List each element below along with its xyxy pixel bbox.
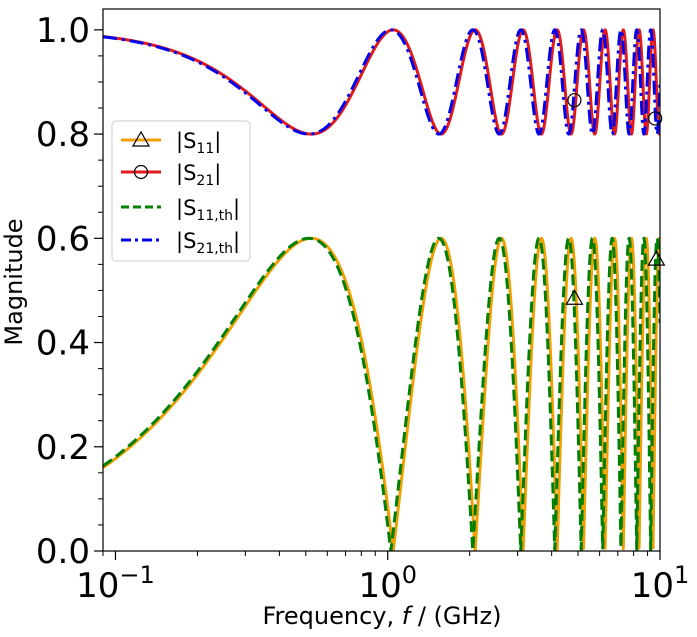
x-axis-label-prefix: Frequency, bbox=[262, 602, 401, 630]
x-tick-labels: 10−1 100 101 bbox=[76, 561, 689, 606]
legend-label-0: |S11| bbox=[176, 129, 221, 157]
plot-curves bbox=[103, 28, 660, 551]
series-line-0 bbox=[103, 236, 660, 551]
plot-frame bbox=[102, 8, 661, 552]
x-tick-base: 10 bbox=[76, 566, 119, 606]
circle-marker-1 bbox=[648, 111, 663, 126]
legend-label-main: |S bbox=[176, 161, 196, 186]
y-tick-label-3: 0.6 bbox=[36, 219, 90, 259]
x-tick-label-1: 100 bbox=[358, 561, 417, 606]
y-tick-label-5: 1.0 bbox=[36, 11, 90, 51]
legend: |S11||S21||S11,th||S21,th| bbox=[111, 120, 251, 262]
series-line-1 bbox=[103, 28, 660, 136]
y-tick-label-4: 0.8 bbox=[36, 115, 90, 155]
x-tick-exponent: 0 bbox=[402, 561, 417, 589]
x-axis-label-suffix: / (GHz) bbox=[410, 602, 501, 630]
x-tick-exponent: 1 bbox=[674, 561, 689, 589]
legend-label-1: |S21| bbox=[176, 161, 221, 189]
legend-triangle-icon bbox=[131, 130, 151, 147]
y-axis-label: Magnitude bbox=[0, 218, 28, 345]
legend-label-sub: 11 bbox=[196, 141, 214, 157]
legend-label-tail: | bbox=[214, 161, 221, 186]
legend-label-tail: | bbox=[233, 229, 240, 254]
x-tick-base: 10 bbox=[631, 566, 674, 606]
y-tick-labels: 0.0 0.2 0.4 0.6 0.8 1.0 bbox=[36, 11, 90, 572]
x-tick-base: 10 bbox=[358, 566, 401, 606]
legend-label-main: |S bbox=[176, 196, 196, 221]
triangle-marker-0 bbox=[565, 289, 584, 305]
x-tick-label-2: 101 bbox=[631, 561, 690, 606]
legend-label-3: |S21,th| bbox=[176, 229, 240, 257]
series-line-3 bbox=[103, 28, 660, 136]
legend-label-sub: 11,th bbox=[196, 208, 233, 224]
x-tick-label-0: 10−1 bbox=[76, 561, 155, 606]
y-tick-label-2: 0.4 bbox=[36, 324, 90, 364]
legend-label-sub: 21 bbox=[196, 173, 214, 189]
circle-marker-0 bbox=[567, 93, 582, 108]
axis-ticks bbox=[94, 29, 661, 560]
x-tick-exponent: −1 bbox=[119, 561, 154, 589]
x-axis-label: Frequency, f / (GHz) bbox=[262, 602, 501, 630]
legend-box bbox=[111, 120, 251, 262]
legend-label-tail: | bbox=[214, 129, 221, 154]
legend-label-sub: 21,th bbox=[196, 241, 233, 257]
y-tick-label-0: 0.0 bbox=[36, 532, 90, 572]
legend-label-main: |S bbox=[176, 129, 196, 154]
plot-markers bbox=[565, 93, 666, 305]
series-line-2 bbox=[103, 236, 660, 551]
legend-label-2: |S11,th| bbox=[176, 196, 240, 224]
legend-label-tail: | bbox=[233, 196, 240, 221]
y-tick-label-1: 0.2 bbox=[36, 428, 90, 468]
legend-label-main: |S bbox=[176, 229, 196, 254]
legend-circle-icon bbox=[133, 164, 149, 180]
